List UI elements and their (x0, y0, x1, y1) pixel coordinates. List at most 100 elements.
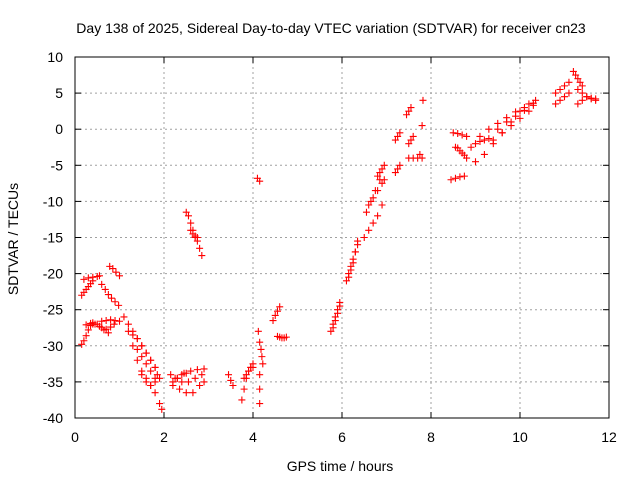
data-point (578, 96, 586, 104)
data-point (169, 382, 177, 390)
data-point (256, 385, 264, 393)
data-point (565, 89, 573, 97)
data-point (93, 320, 101, 328)
data-point (187, 367, 195, 375)
data-point (176, 385, 184, 393)
data-point (362, 208, 370, 216)
data-point (512, 112, 520, 120)
data-point (576, 78, 584, 86)
series-h4 (365, 176, 388, 209)
series-i7 (418, 96, 427, 130)
data-point (249, 363, 257, 371)
data-point (574, 85, 582, 93)
data-point (458, 131, 466, 139)
data-point (200, 365, 208, 373)
x-tick-label: 4 (249, 429, 257, 445)
data-point (489, 136, 497, 144)
data-point (182, 208, 190, 216)
data-point (89, 319, 97, 327)
data-point (556, 96, 564, 104)
data-point (574, 75, 582, 83)
data-point (520, 106, 528, 114)
data-point (485, 135, 493, 143)
data-point (111, 317, 119, 325)
data-point (269, 317, 277, 325)
series-i5 (405, 154, 422, 162)
series-g4 (345, 241, 362, 281)
data-point (416, 150, 424, 158)
data-point (129, 342, 137, 350)
y-tick-label: -10 (43, 193, 63, 209)
y-tick-label: -5 (51, 157, 64, 173)
data-point (525, 107, 533, 115)
series-k5 (494, 101, 537, 133)
data-point (529, 101, 537, 109)
y-tick-label: 5 (55, 85, 63, 101)
data-point (142, 360, 150, 368)
data-point (257, 345, 265, 353)
data-point (374, 187, 382, 195)
data-point (107, 323, 115, 331)
series-k4 (489, 107, 533, 144)
data-point (345, 273, 353, 281)
axis-ticks: 0 2 4 6 8 10 12 10 5 0 -5 -10 -15 -20 -25 -30 -35 -40 (43, 49, 617, 445)
data-point (142, 349, 150, 357)
data-point (480, 150, 488, 158)
data-point (151, 363, 159, 371)
data-point (572, 71, 580, 79)
y-tick-label: -40 (43, 410, 63, 426)
data-point (80, 275, 88, 283)
series-i6 (416, 150, 426, 162)
data-point (365, 226, 373, 234)
data-point (78, 340, 86, 348)
data-point (583, 93, 591, 101)
data-point (147, 382, 155, 390)
data-point (173, 374, 181, 382)
data-point (463, 154, 471, 162)
series-c1 (167, 371, 206, 386)
data-point (394, 132, 402, 140)
series-a4 (82, 319, 112, 337)
series-c2 (169, 378, 208, 397)
data-point (587, 94, 595, 102)
data-point (419, 96, 427, 104)
data-point (592, 95, 600, 103)
series-c3 (173, 365, 208, 382)
series-f1 (269, 303, 284, 325)
x-tick-label: 8 (427, 429, 435, 445)
data-point (98, 317, 106, 325)
data-point (112, 268, 120, 276)
y-tick-label: -15 (43, 230, 63, 246)
data-point (374, 172, 382, 180)
series-l2 (552, 89, 573, 108)
data-point (574, 100, 582, 108)
data-point (334, 309, 342, 317)
data-point (245, 367, 253, 375)
data-point (196, 244, 204, 252)
data-point (120, 313, 128, 321)
data-point (156, 400, 164, 408)
data-point (98, 324, 106, 332)
data-point (115, 301, 123, 309)
data-point (561, 93, 568, 101)
series-k2 (472, 96, 540, 166)
data-point (407, 136, 415, 144)
data-point (369, 194, 377, 202)
series-d1 (182, 208, 201, 241)
data-point (449, 129, 457, 137)
data-point (380, 161, 388, 169)
data-point (147, 367, 155, 375)
data-point (111, 298, 119, 306)
data-point (200, 378, 208, 386)
data-point (242, 371, 250, 379)
series-b1 (120, 313, 166, 413)
series-a7 (98, 280, 123, 309)
data-point (229, 382, 237, 390)
data-point (396, 129, 404, 137)
data-point (476, 132, 484, 140)
data-point (129, 327, 137, 335)
series-i4 (405, 132, 417, 148)
data-point (133, 345, 141, 353)
x-axis-title: GPS time / hours (287, 458, 394, 474)
